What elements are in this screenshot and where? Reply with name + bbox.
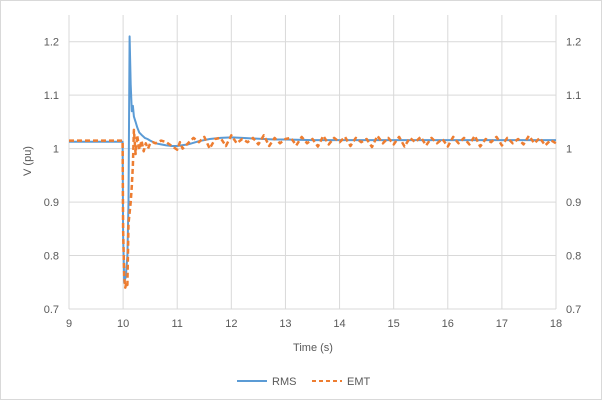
- x-tick-label: 14: [333, 318, 345, 330]
- x-tick-label: 15: [388, 318, 400, 330]
- y-tick-label-right: 1: [566, 144, 572, 156]
- x-tick-label: 10: [117, 318, 129, 330]
- series-layer: [69, 35, 557, 289]
- series-line-emt: [69, 128, 557, 289]
- legend-label-emt: EMT: [347, 376, 371, 388]
- y-tick-label-right: 1.2: [566, 37, 581, 49]
- y-tick-label-left: 1.1: [44, 90, 59, 102]
- x-tick-label: 17: [496, 318, 508, 330]
- x-axis-title: Time (s): [293, 342, 333, 354]
- horizontal-gridlines: [69, 41, 556, 310]
- y-tick-label-right: 1.1: [566, 90, 581, 102]
- y-tick-label-right: 0.8: [566, 251, 581, 263]
- x-tick-label: 18: [550, 318, 562, 330]
- x-tick-label: 9: [66, 318, 72, 330]
- y-tick-labels-right: 0.7 0.8 0.9 1 1.1 1.2: [566, 37, 581, 316]
- y-tick-label-left: 0.7: [44, 304, 59, 316]
- y-tick-label-left: 0.8: [44, 251, 59, 263]
- y-axis-title: V (pu): [22, 146, 34, 176]
- x-tick-label: 13: [279, 318, 291, 330]
- y-tick-label-right: 0.9: [566, 197, 581, 209]
- x-tick-labels: 9 10 11 12 13 14 15 16 17 18: [66, 318, 562, 330]
- legend-label-rms: RMS: [272, 376, 296, 388]
- x-tick-label: 16: [442, 318, 454, 330]
- y-tick-label-right: 0.7: [566, 304, 581, 316]
- x-tick-label: 12: [225, 318, 237, 330]
- y-tick-label-left: 1: [53, 144, 59, 156]
- y-tick-label-left: 1.2: [44, 37, 59, 49]
- x-tick-label: 11: [172, 318, 183, 330]
- y-tick-labels-left: 0.7 0.8 0.9 1 1.1 1.2: [44, 37, 59, 316]
- series-line-rms: [69, 35, 556, 284]
- vertical-gridlines: [68, 15, 557, 309]
- y-tick-label-left: 0.9: [44, 197, 59, 209]
- legend: RMS EMT: [237, 376, 371, 388]
